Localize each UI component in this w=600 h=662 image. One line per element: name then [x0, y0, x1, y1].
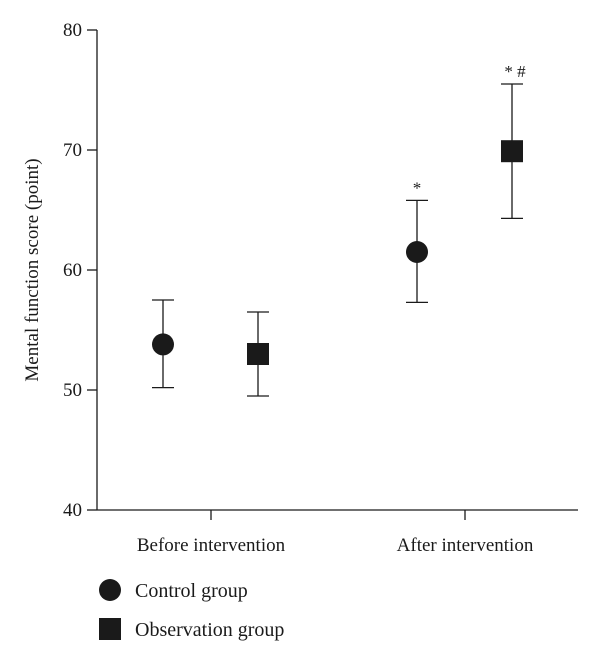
y-tick-label: 40	[63, 500, 82, 521]
data-point-circle	[152, 333, 174, 356]
data-point-circle	[406, 241, 428, 263]
legend-label: Observation group	[135, 619, 284, 641]
legend: Control group Observation group	[99, 579, 284, 641]
legend-label: Control group	[135, 580, 248, 602]
data-point-square	[501, 140, 523, 163]
y-tick-label: 50	[63, 380, 82, 401]
significance-annotation: *	[413, 178, 422, 197]
y-axis-title: Mental function score (point)	[22, 158, 43, 381]
x-tick-label: After intervention	[397, 535, 534, 556]
legend-marker-square	[99, 618, 121, 640]
axes: 40 50 60 70 80 Before intervention After inter…	[63, 20, 578, 556]
y-tick-label: 80	[63, 20, 82, 41]
chart-marks: * * #	[152, 62, 526, 397]
significance-annotation: * #	[504, 62, 526, 81]
y-tick-label: 60	[63, 260, 82, 281]
data-point-square	[247, 343, 269, 365]
y-tick-label: 70	[63, 140, 82, 161]
legend-marker-circle	[99, 579, 121, 601]
x-tick-label: Before intervention	[137, 535, 286, 556]
